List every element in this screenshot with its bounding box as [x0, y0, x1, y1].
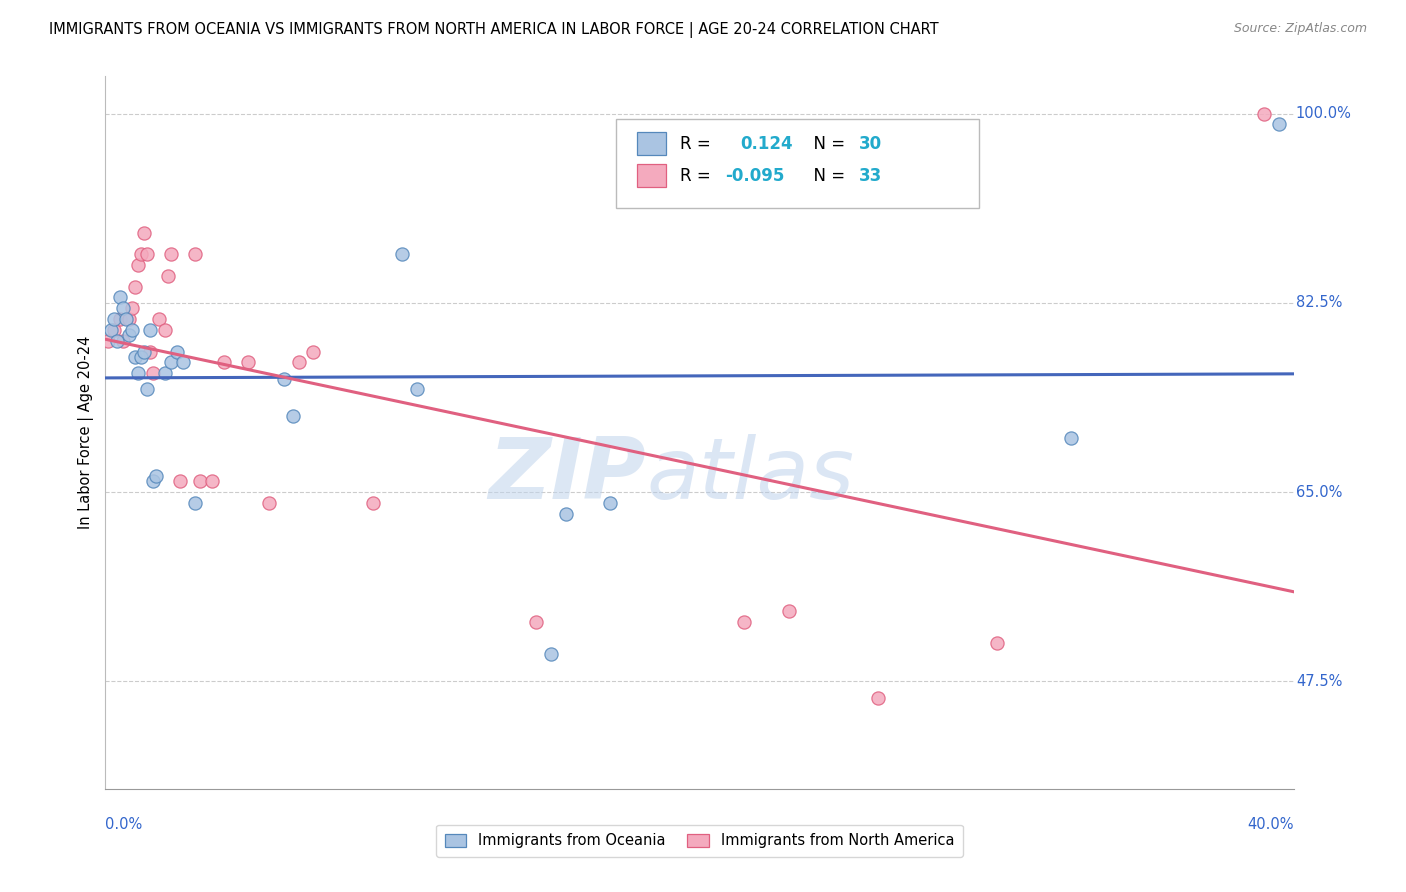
- Point: [302, 344, 325, 359]
- Point: [127, 258, 149, 272]
- Point: [153, 366, 176, 380]
- Text: N =: N =: [803, 167, 851, 185]
- Point: [139, 323, 162, 337]
- Text: 33: 33: [859, 167, 882, 185]
- FancyBboxPatch shape: [637, 164, 666, 187]
- Point: [112, 334, 135, 348]
- Text: Source: ZipAtlas.com: Source: ZipAtlas.com: [1233, 22, 1367, 36]
- Point: [391, 247, 413, 261]
- Point: [361, 496, 384, 510]
- Point: [142, 475, 165, 489]
- Text: atlas: atlas: [645, 434, 853, 517]
- Point: [110, 312, 132, 326]
- Point: [406, 383, 429, 397]
- Point: [136, 383, 159, 397]
- FancyBboxPatch shape: [616, 119, 979, 208]
- Point: [159, 247, 181, 261]
- Point: [142, 366, 165, 380]
- Point: [287, 355, 309, 369]
- Text: 100.0%: 100.0%: [1296, 106, 1351, 121]
- Point: [136, 247, 159, 261]
- Point: [103, 312, 125, 326]
- Point: [105, 334, 128, 348]
- Point: [129, 247, 152, 261]
- Point: [115, 312, 138, 326]
- Point: [273, 371, 295, 385]
- Text: IMMIGRANTS FROM OCEANIA VS IMMIGRANTS FROM NORTH AMERICA IN LABOR FORCE | AGE 20: IMMIGRANTS FROM OCEANIA VS IMMIGRANTS FR…: [49, 22, 939, 38]
- Point: [148, 312, 170, 326]
- Point: [132, 226, 155, 240]
- Point: [153, 323, 176, 337]
- Text: 0.0%: 0.0%: [105, 816, 142, 831]
- Point: [110, 290, 132, 304]
- Y-axis label: In Labor Force | Age 20-24: In Labor Force | Age 20-24: [79, 336, 94, 529]
- Point: [129, 350, 152, 364]
- Text: 47.5%: 47.5%: [1296, 673, 1343, 689]
- Point: [257, 496, 280, 510]
- Legend: Immigrants from Oceania, Immigrants from North America: Immigrants from Oceania, Immigrants from…: [436, 824, 963, 857]
- Point: [100, 323, 122, 337]
- Point: [599, 496, 621, 510]
- Point: [156, 268, 179, 283]
- Point: [986, 636, 1008, 650]
- FancyBboxPatch shape: [637, 132, 666, 155]
- Text: 65.0%: 65.0%: [1296, 484, 1343, 500]
- Point: [145, 468, 167, 483]
- Point: [166, 344, 188, 359]
- Point: [132, 344, 155, 359]
- Text: N =: N =: [803, 135, 851, 153]
- Point: [103, 323, 125, 337]
- Text: 0.124: 0.124: [740, 135, 793, 153]
- Text: -0.095: -0.095: [725, 167, 785, 185]
- Point: [124, 279, 146, 293]
- Point: [733, 615, 755, 629]
- Text: ZIP: ZIP: [488, 434, 645, 517]
- Point: [866, 690, 889, 705]
- Point: [1060, 431, 1083, 445]
- Point: [554, 507, 576, 521]
- Text: 30: 30: [859, 135, 882, 153]
- Point: [127, 366, 149, 380]
- Text: 40.0%: 40.0%: [1247, 816, 1294, 831]
- Point: [139, 344, 162, 359]
- Text: R =: R =: [681, 167, 717, 185]
- Text: 82.5%: 82.5%: [1296, 295, 1343, 310]
- Text: R =: R =: [681, 135, 727, 153]
- Point: [281, 409, 304, 424]
- Point: [183, 247, 205, 261]
- Point: [214, 355, 236, 369]
- Point: [112, 301, 135, 316]
- Point: [118, 328, 141, 343]
- Point: [121, 323, 143, 337]
- Point: [236, 355, 259, 369]
- Point: [121, 301, 143, 316]
- Point: [183, 496, 205, 510]
- Point: [159, 355, 181, 369]
- Point: [118, 312, 141, 326]
- Point: [1267, 118, 1289, 132]
- Point: [778, 604, 800, 618]
- Point: [1253, 106, 1275, 120]
- Point: [190, 475, 212, 489]
- Point: [172, 355, 194, 369]
- Point: [540, 647, 562, 661]
- Point: [169, 475, 191, 489]
- Point: [524, 615, 547, 629]
- Point: [97, 334, 120, 348]
- Point: [124, 350, 146, 364]
- Point: [201, 475, 224, 489]
